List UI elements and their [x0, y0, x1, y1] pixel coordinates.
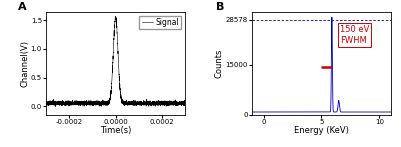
Signal: [103, 101, 108, 103]
Line: Signal: Signal: [46, 17, 185, 107]
Signal: [113, 16, 118, 17]
Text: B: B: [216, 2, 224, 12]
Signal: [110, 74, 115, 76]
Signal: [53, 106, 58, 107]
Signal: [44, 102, 49, 104]
Text: A: A: [18, 2, 27, 12]
Signal: [178, 104, 183, 106]
X-axis label: Time(s): Time(s): [100, 126, 132, 135]
Legend: Signal: Signal: [139, 16, 181, 29]
Signal: [183, 102, 188, 104]
Y-axis label: Channel(V): Channel(V): [20, 40, 29, 87]
Text: 150 eV
FWHM: 150 eV FWHM: [340, 25, 369, 45]
Signal: [172, 102, 176, 104]
Signal: [145, 103, 150, 105]
Y-axis label: Counts: Counts: [215, 49, 224, 78]
X-axis label: Energy (KeV): Energy (KeV): [294, 126, 349, 135]
Signal: [102, 102, 107, 104]
